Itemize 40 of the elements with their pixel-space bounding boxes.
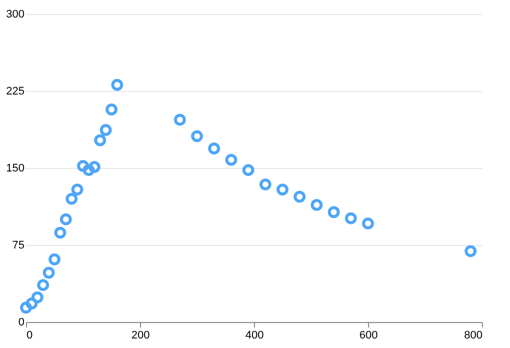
point	[42, 266, 55, 279]
point	[54, 226, 66, 239]
point	[20, 302, 32, 314]
point	[94, 134, 106, 146]
point	[48, 253, 60, 266]
point	[88, 161, 100, 173]
point	[242, 164, 254, 176]
y-tick-label: 150	[6, 162, 24, 174]
x-tick-label: 800	[464, 330, 482, 342]
y-tick-label: 225	[6, 86, 24, 98]
point	[26, 298, 38, 310]
point	[37, 279, 50, 292]
point	[344, 212, 357, 224]
point	[328, 206, 340, 218]
x-tick-label: 200	[131, 330, 150, 342]
y-tick-label: 0	[18, 316, 24, 328]
x-tick-label: 400	[245, 330, 264, 342]
point	[100, 124, 112, 136]
point	[225, 154, 238, 166]
x-tick-label: 600	[359, 330, 378, 342]
point	[276, 184, 288, 196]
point	[259, 178, 272, 190]
point	[191, 130, 203, 142]
y-tick-label: 75	[12, 240, 24, 252]
point	[60, 213, 72, 226]
point	[464, 245, 477, 258]
point	[174, 114, 186, 126]
point	[111, 78, 124, 91]
point	[71, 184, 84, 196]
point	[77, 160, 89, 172]
point	[310, 198, 323, 211]
point	[208, 142, 220, 154]
point	[106, 104, 118, 116]
y-tick-label: 300	[6, 8, 24, 20]
point	[66, 192, 78, 205]
point	[294, 190, 306, 203]
point	[362, 217, 374, 230]
point	[82, 164, 95, 176]
x-tick-label: 0	[26, 330, 33, 342]
point	[31, 291, 44, 304]
